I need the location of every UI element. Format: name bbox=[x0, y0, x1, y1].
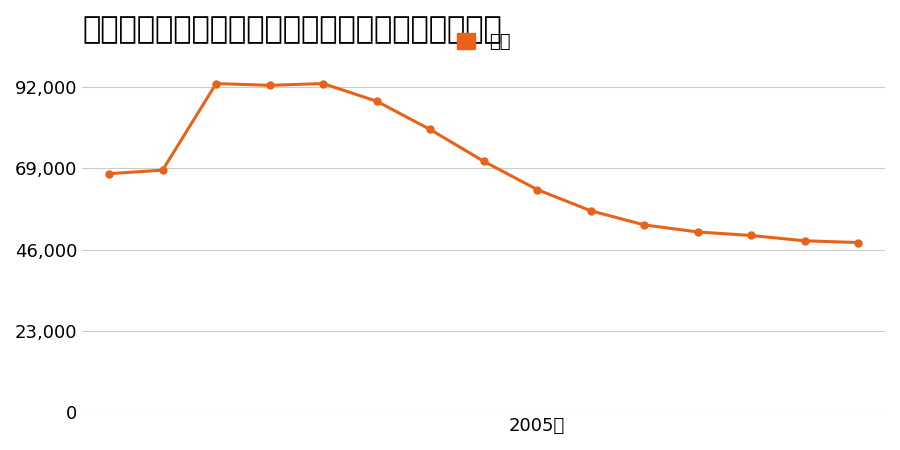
Text: 山形県山形市流通センター１丁目６番３の地価推移: 山形県山形市流通センター１丁目６番３の地価推移 bbox=[83, 15, 502, 44]
Legend: 価格: 価格 bbox=[449, 26, 518, 58]
